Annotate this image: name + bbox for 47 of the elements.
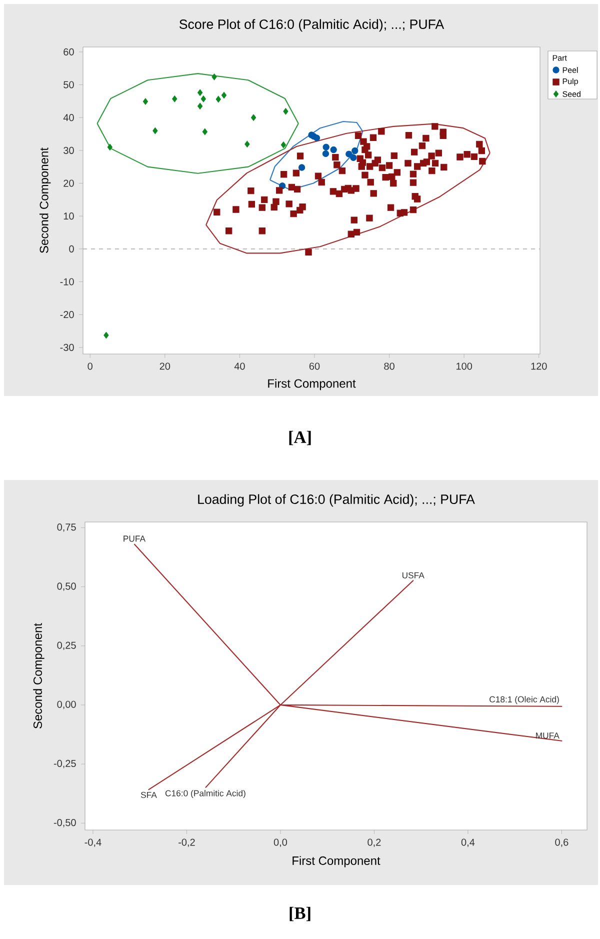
- x-tick-label: 80: [384, 362, 394, 370]
- annotation: MUFA: [536, 732, 560, 739]
- annotation: PUFA: [124, 536, 146, 542]
- y-tick-label: 40: [63, 114, 74, 122]
- x-tick-label: 20: [160, 362, 170, 370]
- text: [A]: [289, 430, 311, 446]
- x-tick-label: 40: [234, 362, 245, 370]
- y-tick-label: 0: [69, 245, 74, 252]
- x-axis-title: First Component: [268, 378, 356, 390]
- legend-label: Peel: [562, 67, 578, 73]
- x-tick-label: 60: [309, 362, 320, 370]
- x-tick-label: -0,2: [178, 838, 195, 847]
- y-tick-label: 0,75: [57, 524, 76, 532]
- annotation: C18:1 (Oleic Acid): [490, 696, 559, 704]
- x-tick-label: -0,4: [84, 838, 102, 847]
- y-tick-label: 60: [64, 48, 74, 56]
- annotation: SFA: [140, 792, 157, 798]
- y-tick-label: -20: [60, 311, 74, 318]
- x-tick-label: 100: [456, 362, 472, 370]
- y-tick-label: 50: [64, 81, 74, 88]
- x-tick-label: 0,4: [461, 838, 475, 847]
- y-tick-label: 20: [64, 180, 74, 187]
- legend-title: Part: [552, 55, 567, 61]
- legend-label: Seed: [562, 91, 580, 97]
- chart-title: Score Plot of C16:0 (Palmitic Acid); ...; PUFA: [179, 19, 444, 32]
- y-axis-title: Second Component: [33, 623, 44, 728]
- y-tick-label: -0,50: [54, 819, 76, 828]
- x-tick-label: 0: [88, 362, 92, 370]
- annotation: USFA: [402, 572, 424, 578]
- y-tick-label: 0,25: [57, 642, 76, 650]
- y-tick-label: 0,50: [57, 582, 76, 591]
- chart-title: Loading Plot of C16:0 (Palmitic Acid); ...; PUFA: [198, 494, 475, 507]
- x-axis-title: First Component: [292, 856, 380, 868]
- y-axis-title: Second Component: [39, 148, 51, 253]
- y-tick-label: -0,25: [54, 760, 76, 768]
- text: [B]: [290, 906, 310, 922]
- y-tick-label: 10: [64, 212, 74, 220]
- legend-label: Pulp: [562, 78, 578, 86]
- annotation: C16:0 (Palmitic Acid): [165, 790, 246, 798]
- y-tick-label: -10: [60, 278, 74, 286]
- y-tick-label: -30: [60, 344, 74, 351]
- x-tick-label: 0,6: [555, 838, 568, 847]
- y-tick-label: 30: [64, 146, 74, 154]
- x-tick-label: 0,2: [368, 838, 381, 847]
- y-tick-label: 0,00: [57, 700, 76, 710]
- x-tick-label: 0,0: [274, 838, 288, 847]
- x-tick-label: 120: [531, 362, 547, 370]
